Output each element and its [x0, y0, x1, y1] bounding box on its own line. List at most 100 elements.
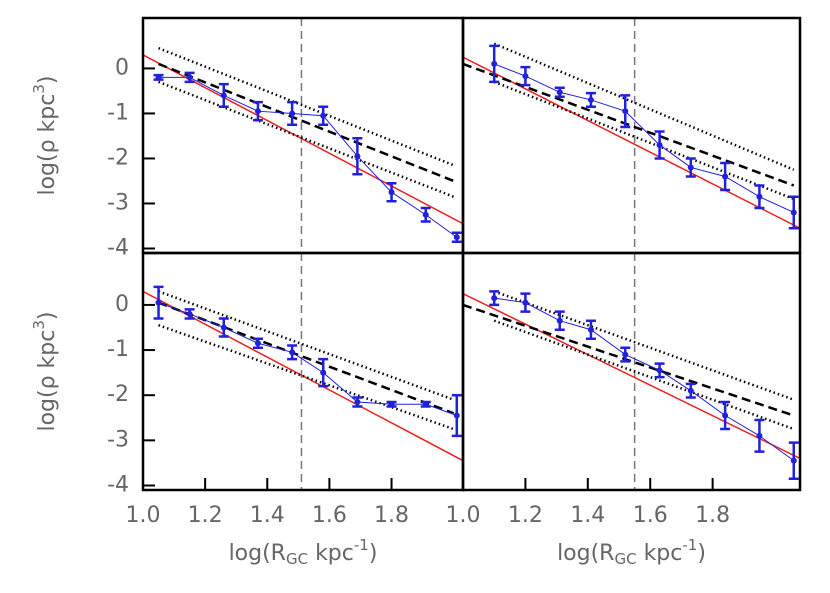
data-point: [320, 369, 327, 376]
model-line: [158, 80, 455, 198]
data-line: [158, 302, 457, 416]
data-point: [556, 317, 563, 324]
panel-frame: [141, 16, 465, 255]
xlabel: log(RGC kpc-1): [557, 536, 706, 568]
data-point: [320, 112, 327, 119]
xlabel-part: ): [697, 541, 706, 566]
data-point: [790, 457, 797, 464]
x-tick-label: 1.2: [188, 503, 223, 528]
xlabel-part: ): [369, 541, 378, 566]
data-point: [790, 209, 797, 216]
data-point: [388, 401, 395, 408]
model-line: [493, 80, 795, 201]
data-point: [354, 153, 361, 160]
xlabel-part: log(R: [229, 541, 286, 566]
plot-area: [463, 253, 800, 490]
data-line: [158, 76, 458, 238]
panel-frame: [461, 16, 802, 255]
data-point: [522, 299, 529, 306]
data-point: [491, 60, 498, 67]
data-point: [220, 324, 227, 331]
data-point: [656, 141, 663, 148]
x-tick-label: 1.0: [446, 503, 481, 528]
x-tick-label: 1.4: [250, 503, 285, 528]
plot-area: [463, 18, 800, 253]
data-point: [453, 234, 460, 241]
data-point: [354, 398, 361, 405]
data-point: [656, 367, 663, 374]
data-point: [155, 74, 162, 81]
model-line: [158, 301, 455, 415]
ylabel-part: log(ρ kpc: [35, 94, 60, 196]
model-line: [158, 47, 455, 167]
data-point: [522, 73, 529, 80]
xlabel-part: GC: [286, 550, 308, 568]
data-point: [622, 351, 629, 358]
model-line: [463, 56, 800, 229]
model-line: [158, 290, 455, 401]
y-tick-label: -3: [107, 190, 129, 215]
panel-frame: [461, 251, 802, 492]
xlabel-part: -1: [354, 536, 369, 554]
x-tick-label: 1.4: [570, 503, 605, 528]
data-point: [622, 108, 629, 115]
ylabel: log(ρ kpc3): [30, 75, 61, 195]
plot-area: [143, 18, 463, 253]
model-line: [158, 62, 455, 183]
x-tick-label: 1.8: [695, 503, 730, 528]
data-point: [756, 193, 763, 200]
data-point: [289, 349, 296, 356]
model-line: [463, 62, 795, 187]
model-line: [493, 290, 795, 401]
data-point: [254, 340, 261, 347]
y-tick-label: -2: [107, 145, 129, 170]
model-line: [493, 319, 795, 431]
data-point: [289, 110, 296, 117]
data-point: [422, 211, 429, 218]
xlabel-part: kpc: [637, 541, 683, 566]
y-tick-label: -4: [107, 472, 129, 497]
data-point: [587, 326, 594, 333]
xlabel-part: log(R: [557, 541, 614, 566]
data-point: [687, 164, 694, 171]
ylabel-part: 3: [30, 320, 48, 330]
y-tick-label: 0: [115, 292, 129, 317]
data-point: [220, 92, 227, 99]
xlabel-part: -1: [682, 536, 697, 554]
y-tick-label: 0: [115, 55, 129, 80]
data-point: [756, 432, 763, 439]
data-point: [556, 89, 563, 96]
y-tick-label: -1: [107, 337, 129, 362]
xlabel-part: kpc: [308, 541, 354, 566]
y-tick-label: -1: [107, 100, 129, 125]
data-line: [494, 63, 794, 213]
data-point: [186, 310, 193, 317]
panel-frame: [141, 251, 465, 492]
data-point: [453, 412, 460, 419]
data-point: [491, 295, 498, 302]
data-point: [587, 96, 594, 103]
x-tick-label: 1.0: [126, 503, 161, 528]
y-tick-label: -4: [107, 235, 129, 260]
data-line: [494, 297, 795, 462]
data-point: [422, 401, 429, 408]
data-point: [687, 387, 694, 394]
ylabel-part: log(ρ kpc: [35, 330, 60, 432]
x-tick-label: 1.8: [374, 503, 409, 528]
data-point: [722, 412, 729, 419]
x-tick-label: 1.6: [312, 503, 347, 528]
data-point: [388, 189, 395, 196]
model-line: [143, 54, 463, 225]
y-tick-label: -2: [107, 382, 129, 407]
model-line: [463, 292, 800, 460]
y-tick-label: -3: [107, 427, 129, 452]
x-tick-label: 1.2: [508, 503, 543, 528]
ylabel-part: 3: [30, 84, 48, 94]
xlabel-part: GC: [614, 550, 636, 568]
ylabel-part: ): [35, 311, 60, 320]
x-tick-label: 1.6: [633, 503, 668, 528]
data-point: [155, 299, 162, 306]
ylabel: log(ρ kpc3): [30, 311, 61, 431]
model-line: [493, 42, 795, 171]
